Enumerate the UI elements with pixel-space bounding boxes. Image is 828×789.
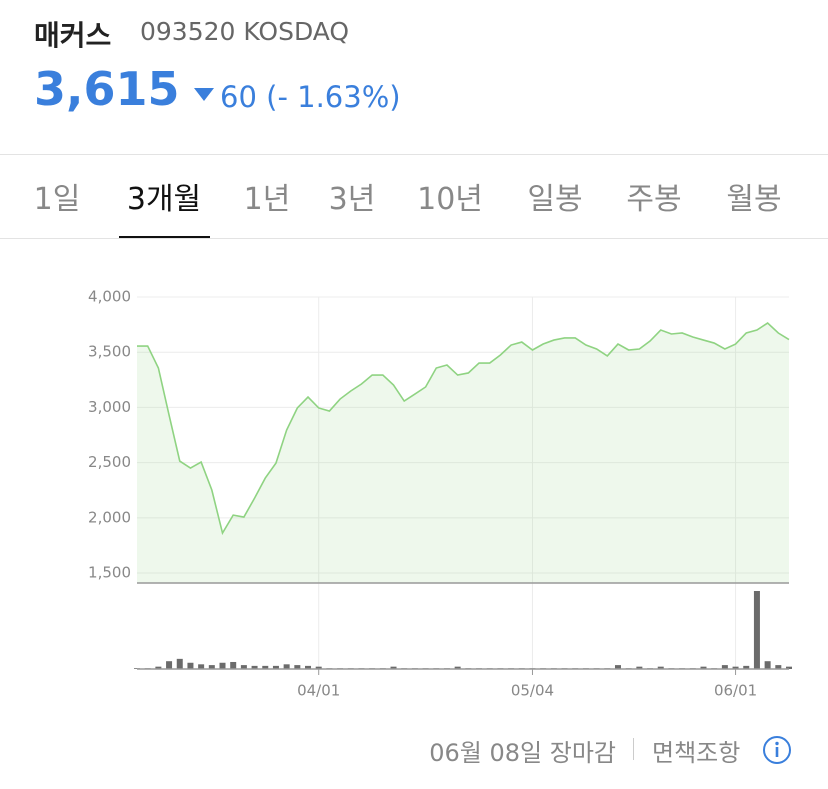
tab[interactable]: 월봉 xyxy=(726,182,782,217)
y-tick-label: 2,000 xyxy=(88,508,131,526)
volume-bar xyxy=(251,665,258,669)
volume-bar xyxy=(614,665,621,669)
x-tick-label: 05/04 xyxy=(511,682,554,700)
volume-bar xyxy=(721,665,728,669)
volume-bar xyxy=(636,666,643,669)
volume-bar xyxy=(283,664,290,669)
price-change: 60 (- 1.63%) xyxy=(220,80,401,114)
volume-bar xyxy=(454,666,461,669)
divider xyxy=(0,154,828,155)
y-tick-label: 4,000 xyxy=(88,288,131,306)
tab[interactable]: 1일 xyxy=(33,182,81,217)
chart: 1,500 2,000 2,500 3,000 3,500 4,000 04/01 05/04… xyxy=(88,288,792,700)
separator xyxy=(633,738,634,760)
volume-bar xyxy=(305,665,312,669)
disclaimer[interactable]: 면책조항 xyxy=(652,739,741,767)
volume-bar xyxy=(732,666,739,669)
divider xyxy=(0,238,828,239)
volume-bar xyxy=(700,666,707,669)
tab[interactable]: 1년 xyxy=(243,182,291,217)
tab[interactable]: 3년 xyxy=(328,182,376,217)
volume-bar xyxy=(743,665,750,669)
price: 3,615 xyxy=(34,62,180,116)
y-tick-label: 3,000 xyxy=(88,398,131,416)
y-tick-label: 1,500 xyxy=(88,564,131,582)
volume-bar xyxy=(240,665,247,669)
stock-code: 093520 KOSDAQ xyxy=(140,17,350,46)
volume-bar xyxy=(208,665,215,669)
price-line xyxy=(137,322,790,536)
volume-bar xyxy=(219,662,226,669)
y-tick-label: 3,500 xyxy=(88,343,131,361)
tab[interactable]: 주봉 xyxy=(626,182,682,217)
volume-bar xyxy=(657,666,664,669)
volume-bar xyxy=(198,664,205,669)
volume-bar xyxy=(176,658,183,669)
volume-bar xyxy=(262,665,269,669)
volume-bar xyxy=(775,665,782,669)
tab[interactable]: 10년 xyxy=(417,182,483,217)
volume-bar xyxy=(753,591,760,669)
x-tick-label: 04/01 xyxy=(297,682,340,700)
change-pct: (- 1.63%) xyxy=(266,80,401,114)
volume-bar xyxy=(294,665,301,669)
volume-bar xyxy=(786,666,792,669)
tab-underline xyxy=(119,236,210,239)
area xyxy=(137,323,789,583)
info-icon[interactable] xyxy=(762,735,792,765)
change: 60 xyxy=(220,80,257,114)
y-tick-label: 2,500 xyxy=(88,453,131,471)
market-status: 06월 08일 장마감 xyxy=(429,739,616,767)
volume-bar xyxy=(187,662,194,669)
volume-bar xyxy=(390,666,397,669)
volume-bar xyxy=(315,666,322,669)
volume-bar xyxy=(272,665,279,669)
volume-bar xyxy=(155,666,162,669)
volume-bar xyxy=(764,661,771,669)
tab[interactable]: 3개월 xyxy=(126,182,202,217)
down-icon xyxy=(194,88,214,101)
stock-name: 매커스 xyxy=(34,19,112,52)
volume-bar xyxy=(166,661,173,669)
x-tick-label: 06/01 xyxy=(714,682,757,700)
tab[interactable]: 일봉 xyxy=(527,182,583,217)
volume-bar xyxy=(230,661,237,669)
